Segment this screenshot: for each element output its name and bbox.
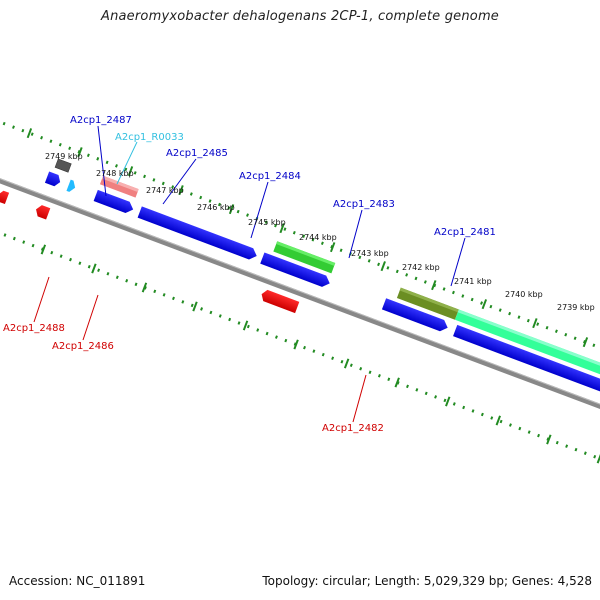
gene-label-a2483[interactable]: A2cp1_2483 [333,199,395,210]
inner-major-ticks [40,244,600,464]
cds-reverse-2486[interactable] [34,204,51,220]
topology-summary: Topology: circular; Length: 5,029,329 bp… [262,574,592,588]
cds-forward-2485[interactable] [93,189,136,215]
kbp-label: 2741 kbp [454,277,492,286]
feature-pink-highlight [102,175,139,192]
outer-dotted-track [0,65,600,421]
gene-labels: A2cp1_2487 A2cp1_R0033 A2cp1_2485 A2cp1_… [3,115,496,434]
feature-teal-highlight [457,309,600,390]
gene-label-a2484[interactable]: A2cp1_2484 [239,171,301,182]
cds-forward-2481[interactable] [381,298,450,333]
gene-label-a2481[interactable]: A2cp1_2481 [434,227,496,238]
feature-green-2483[interactable] [273,241,336,274]
accession-text: Accession: NC_011891 [9,574,146,588]
leader-lines [33,125,466,423]
cds-forward-2484[interactable] [137,206,259,261]
cds-reverse-2488b[interactable] [0,189,10,205]
backbone-highlight [0,116,600,469]
kbp-label: 2747 kbp [146,186,184,195]
feature-green-highlight [276,241,336,266]
rrna-r0033[interactable] [66,179,77,194]
kbp-label: 2742 kbp [402,263,440,272]
kbp-label: 2746 kbp [197,203,235,212]
gene-label-a2487[interactable]: A2cp1_2487 [70,115,132,126]
feature-olive-highlight [399,287,459,313]
outer-major-ticks [26,128,589,348]
genome-backbone [0,116,600,473]
cds-forward-2487[interactable] [44,171,62,188]
feature-olive-2481[interactable] [396,287,459,320]
kbp-label: 2743 kbp [351,249,389,258]
gene-label-a2486[interactable]: A2cp1_2486 [52,341,114,352]
inner-dotted-track [0,162,600,518]
kbp-label: 2745 kbp [248,218,286,227]
kbp-label: 2744 kbp [299,233,337,242]
gene-label-a2482[interactable]: A2cp1_2482 [322,423,384,434]
kbp-label: 2749 kbp [45,152,83,161]
cds-forward-2480[interactable] [453,324,600,417]
gene-label-a2488[interactable]: A2cp1_2488 [3,323,65,334]
cds-forward-2483[interactable] [260,252,332,289]
kbp-label: 2739 kbp [557,303,595,312]
map-title: Anaeromyxobacter dehalogenans 2CP-1, com… [100,9,500,24]
kbp-labels: 2749 kbp 2748 kbp 2747 kbp 2746 kbp 2745… [45,152,595,312]
feature-grey-2487[interactable] [54,158,72,173]
cds-reverse-2482[interactable] [260,289,300,314]
feature-teal-2480[interactable] [454,309,600,398]
kbp-label: 2748 kbp [96,169,134,178]
kbp-label: 2740 kbp [505,290,543,299]
gene-label-a2485[interactable]: A2cp1_2485 [166,148,228,159]
gene-label-r0033[interactable]: A2cp1_R0033 [115,132,184,143]
